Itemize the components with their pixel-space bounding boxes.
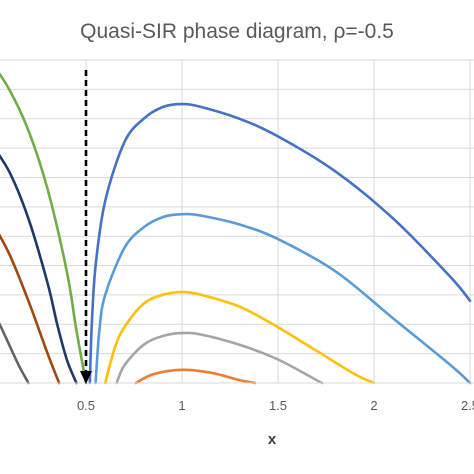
x-axis-label: x [268, 431, 277, 448]
series-line-5 [134, 368, 257, 385]
series-line-2 [94, 212, 472, 385]
x-tick-label: 1.5 [269, 398, 287, 413]
series-group [0, 72, 472, 385]
x-tick-label: 0.5 [77, 398, 95, 413]
series-line-7 [0, 154, 78, 385]
x-tick-label: 2.5 [461, 398, 474, 413]
series-line-3 [103, 290, 376, 385]
series-line-8 [0, 233, 61, 385]
chart-title: Quasi-SIR phase diagram, ρ=-0.5 [80, 20, 394, 43]
series-line-1 [88, 102, 472, 385]
series-line-9 [0, 322, 30, 385]
gridlines [0, 59, 474, 383]
series-line-6 [0, 72, 88, 385]
x-tick-label: 2 [370, 398, 377, 413]
x-tick-label: 1 [178, 398, 185, 413]
marker-line [80, 70, 92, 384]
marker-arrowhead [80, 371, 92, 384]
x-tick-labels: 0.5 1 1.5 2 2.5 [77, 398, 474, 413]
series-line-4 [115, 331, 324, 385]
